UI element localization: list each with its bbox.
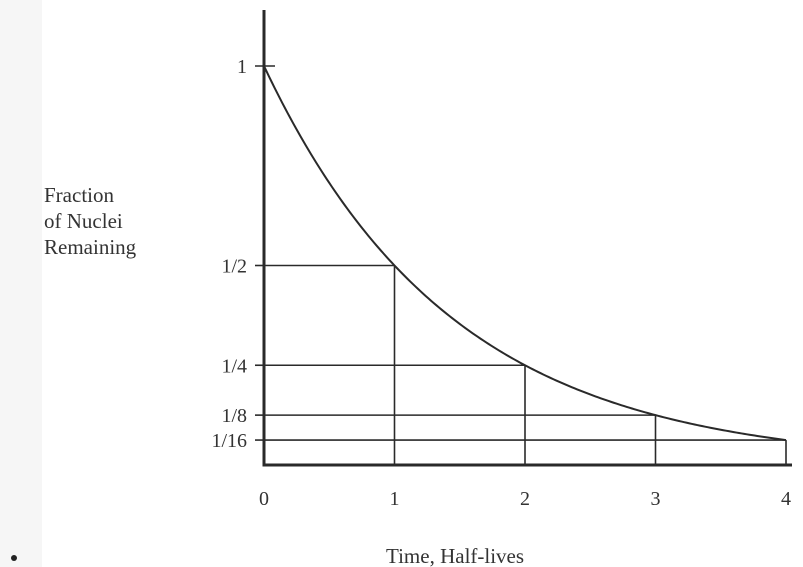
left-margin-strip — [0, 0, 42, 567]
y-axis-label: Fraction of Nuclei Remaining — [44, 182, 136, 260]
y-tick-label-2: 1/4 — [221, 355, 247, 377]
x-tick-label-2: 2 — [520, 488, 530, 510]
axis-ticks: 1 1/2 1/4 1/8 1/16 0 1 2 3 4 — [211, 56, 791, 510]
x-tick-label-1: 1 — [390, 488, 400, 510]
x-tick-label-3: 3 — [651, 488, 661, 510]
x-axis-label: Time, Half-lives — [386, 544, 525, 567]
y-tick-label-0: 1 — [237, 56, 247, 78]
x-tick-label-0: 0 — [259, 488, 269, 510]
y-axis-label-line-3: Remaining — [44, 235, 137, 259]
y-tick-label-4: 1/16 — [211, 430, 247, 452]
y-axis-label-line-2: of Nuclei — [44, 209, 123, 233]
x-tick-label-4: 4 — [781, 488, 791, 510]
list-bullet — [11, 555, 17, 561]
y-tick-label-1: 1/2 — [221, 256, 247, 278]
y-axis-label-line-1: Fraction — [44, 183, 114, 207]
decay-curve — [263, 65, 787, 442]
half-life-guides — [264, 264, 787, 465]
y-tick-label-3: 1/8 — [221, 405, 247, 427]
